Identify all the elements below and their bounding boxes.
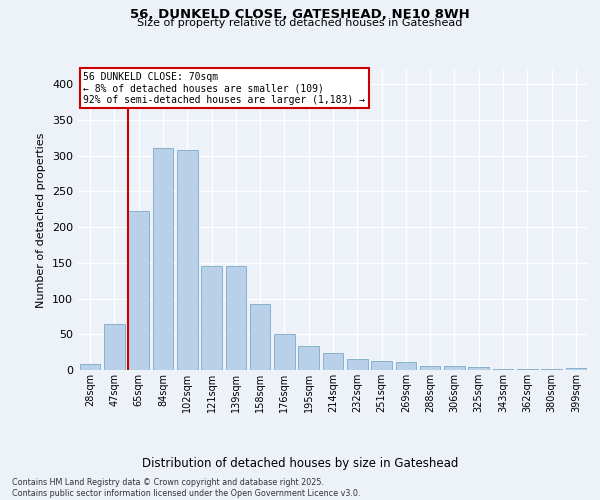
Text: Size of property relative to detached houses in Gateshead: Size of property relative to detached ho… — [137, 18, 463, 28]
Bar — [152, 148, 173, 370]
Bar — [274, 334, 295, 370]
Bar — [469, 367, 489, 370]
Text: 56, DUNKELD CLOSE, GATESHEAD, NE10 8WH: 56, DUNKELD CLOSE, GATESHEAD, NE10 8WH — [130, 8, 470, 20]
Bar — [323, 353, 343, 370]
Bar — [226, 266, 246, 370]
Bar — [395, 362, 416, 370]
Bar — [420, 366, 440, 370]
Text: Contains HM Land Registry data © Crown copyright and database right 2025.
Contai: Contains HM Land Registry data © Crown c… — [12, 478, 361, 498]
Bar — [493, 368, 514, 370]
Bar — [128, 212, 149, 370]
Bar — [444, 366, 465, 370]
Bar — [517, 368, 538, 370]
Bar — [371, 360, 392, 370]
Bar — [201, 266, 222, 370]
Bar — [104, 324, 125, 370]
Text: 56 DUNKELD CLOSE: 70sqm
← 8% of detached houses are smaller (109)
92% of semi-de: 56 DUNKELD CLOSE: 70sqm ← 8% of detached… — [83, 72, 365, 104]
Bar — [80, 364, 100, 370]
Bar — [177, 150, 197, 370]
Text: Distribution of detached houses by size in Gateshead: Distribution of detached houses by size … — [142, 458, 458, 470]
Bar — [250, 304, 271, 370]
Bar — [298, 346, 319, 370]
Y-axis label: Number of detached properties: Number of detached properties — [37, 132, 46, 308]
Bar — [566, 368, 586, 370]
Bar — [347, 358, 368, 370]
